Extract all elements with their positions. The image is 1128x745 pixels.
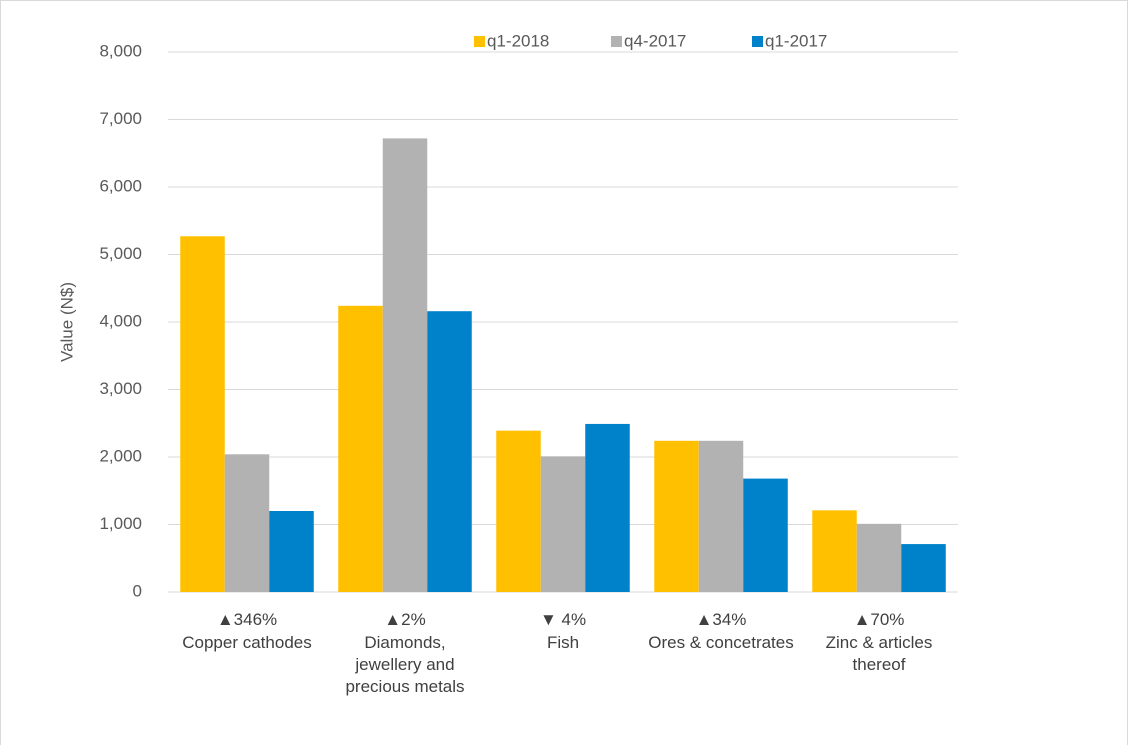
bar: [338, 305, 383, 592]
legend-label: q1-2018: [487, 31, 549, 50]
bar: [540, 456, 586, 592]
annotation: ▲70%: [853, 610, 905, 629]
bar: [269, 511, 314, 592]
x-tick-label: Zinc & articles thereof: [825, 633, 933, 674]
x-tick-label: Copper cathodes: [182, 633, 312, 652]
annotation: ▲34%: [695, 610, 747, 629]
bar: [585, 423, 630, 592]
bar: [698, 440, 744, 592]
annotation: ▲2%: [384, 610, 426, 629]
bar: [812, 510, 857, 592]
y-axis-label: Value (N$): [57, 282, 76, 362]
legend-swatch: [752, 36, 763, 47]
bar: [496, 430, 541, 592]
bar: [654, 440, 699, 592]
y-tick-label: 6,000: [99, 176, 142, 195]
y-tick-label: 3,000: [99, 379, 142, 398]
legend-label: q1-2017: [765, 31, 827, 50]
bar: [901, 544, 946, 592]
y-tick-label: 4,000: [99, 311, 142, 330]
bar: [180, 236, 225, 592]
legend-label: q4-2017: [624, 31, 686, 50]
bar: [856, 523, 902, 592]
annotation: ▼ 4%: [539, 610, 587, 629]
bar: [743, 478, 788, 592]
y-tick-label: 1,000: [99, 514, 142, 533]
x-tick-label: Fish: [546, 633, 580, 652]
y-tick-label: 2,000: [99, 446, 142, 465]
x-tick-label: Diamonds, jewellery and precious metals: [345, 633, 465, 696]
y-tick-label: 8,000: [99, 41, 142, 60]
legend-swatch: [474, 36, 485, 47]
bar: [224, 454, 270, 592]
x-tick-label: Ores & concetrates: [648, 633, 794, 652]
y-tick-label: 0: [133, 581, 142, 600]
bar: [382, 138, 428, 592]
bar: [427, 311, 472, 592]
annotation: ▲346%: [216, 610, 278, 629]
y-tick-label: 7,000: [99, 109, 142, 128]
legend-swatch: [611, 36, 622, 47]
y-tick-label: 5,000: [99, 244, 142, 263]
